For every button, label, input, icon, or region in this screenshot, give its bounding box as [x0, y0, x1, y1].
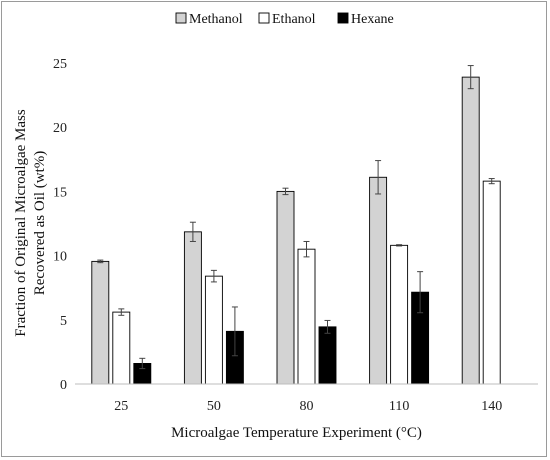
legend-label: Methanol — [189, 12, 243, 27]
x-tick-label: 25 — [114, 399, 128, 414]
y-tick-label: 10 — [53, 250, 67, 265]
legend-item-hexane: Hexane — [337, 12, 394, 27]
bar-ethanol-140 — [482, 180, 501, 385]
error-bar-ethanol-80 — [303, 240, 310, 258]
error-bars — [97, 65, 495, 370]
error-bar-hexane-50 — [231, 306, 238, 357]
error-bar-methanol-140 — [467, 65, 474, 90]
legend-label: Hexane — [351, 12, 394, 27]
legend: Methanol Ethanol Hexane — [175, 12, 394, 27]
y-tick-label: 25 — [53, 57, 67, 72]
error-bar-ethanol-110 — [396, 244, 403, 247]
bar-methanol-140 — [461, 76, 480, 385]
legend-swatch — [258, 12, 270, 24]
bar-methanol-25 — [91, 260, 110, 385]
bar-methanol-110 — [369, 176, 388, 385]
y-tick-label: 20 — [53, 121, 67, 136]
error-bar-hexane-80 — [324, 319, 331, 334]
legend-item-ethanol: Ethanol — [258, 12, 316, 27]
x-tick-label: 50 — [207, 399, 221, 414]
error-bar-ethanol-140 — [488, 178, 495, 185]
legend-swatch — [175, 12, 187, 24]
y-tick-label: 15 — [53, 185, 67, 200]
bar-ethanol-50 — [204, 275, 223, 385]
y-tick-label: 0 — [60, 378, 67, 393]
bar-ethanol-110 — [390, 244, 409, 385]
x-tick-label: 80 — [300, 399, 314, 414]
bar-hexane-80 — [318, 326, 337, 385]
y-tick-label: 5 — [60, 314, 67, 329]
error-bar-hexane-25 — [139, 357, 146, 370]
error-bar-methanol-25 — [97, 259, 104, 264]
x-axis-ticks: 25 50 80 110 140 — [114, 399, 502, 414]
error-bar-ethanol-50 — [210, 269, 217, 283]
bars — [91, 76, 501, 385]
error-bar-ethanol-25 — [118, 308, 125, 316]
legend-label: Ethanol — [272, 12, 316, 27]
error-bar-methanol-80 — [282, 187, 289, 196]
bar-ethanol-80 — [297, 248, 316, 385]
y-axis-title: Fraction of Original Microalgae Mass Reco… — [13, 109, 48, 337]
y-axis-title-line: Recovered as Oil (wt%) — [32, 151, 48, 296]
bar-methanol-50 — [183, 231, 202, 385]
y-axis-ticks: 0 5 10 15 20 25 — [53, 57, 67, 393]
x-axis-title: Microalgae Temperature Experiment (°C) — [171, 425, 422, 441]
x-tick-label: 110 — [389, 399, 409, 414]
legend-swatch — [337, 12, 349, 24]
bar-ethanol-25 — [112, 311, 131, 385]
y-axis-title-line: Fraction of Original Microalgae Mass — [13, 109, 29, 337]
error-bar-methanol-110 — [375, 160, 382, 195]
error-bar-hexane-110 — [417, 271, 424, 314]
error-bar-methanol-50 — [189, 221, 196, 242]
legend-item-methanol: Methanol — [175, 12, 243, 27]
x-tick-label: 140 — [481, 399, 502, 414]
bar-methanol-80 — [276, 190, 295, 385]
